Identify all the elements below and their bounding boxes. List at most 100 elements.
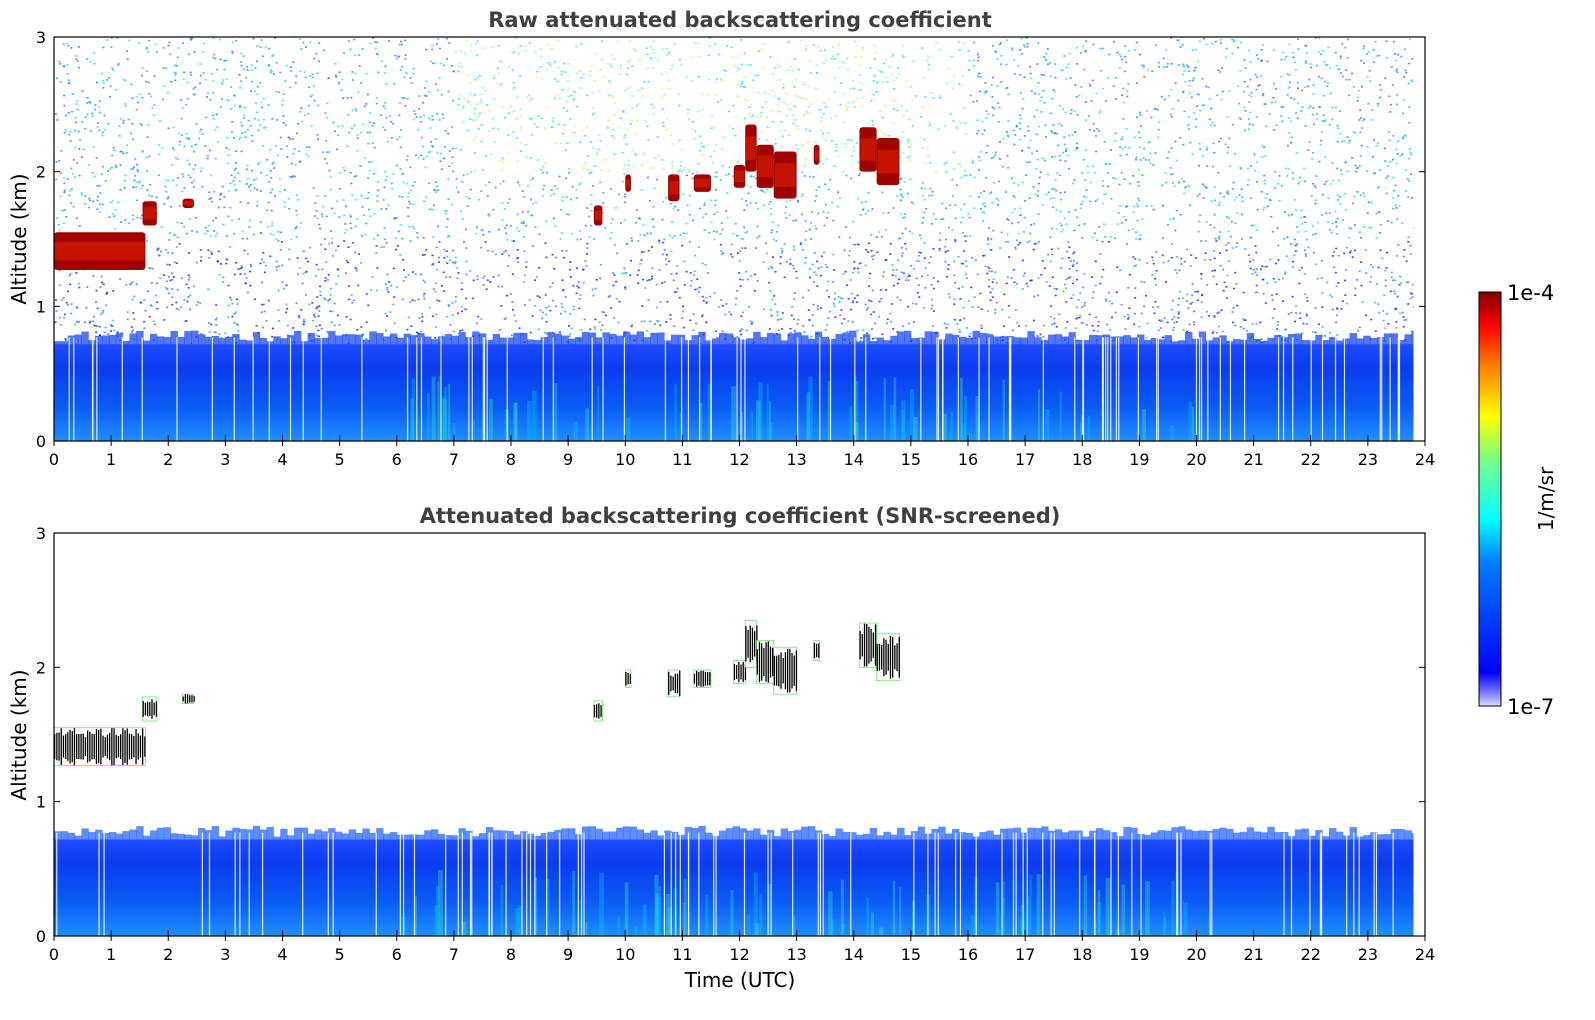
noise-speck: [487, 213, 490, 216]
noise-speck: [600, 329, 603, 331]
noise-speck: [127, 118, 130, 121]
noise-speck: [853, 243, 856, 246]
noise-speck: [166, 306, 169, 309]
noise-speck: [734, 303, 737, 306]
noise-speck: [1310, 194, 1313, 197]
noise-speck: [1072, 282, 1075, 285]
noise-speck: [355, 269, 358, 272]
noise-speck: [1409, 297, 1412, 300]
noise-speck: [879, 289, 882, 291]
noise-speck: [1013, 73, 1016, 75]
noise-speck: [813, 252, 816, 254]
noise-speck: [1261, 94, 1264, 97]
noise-speck: [654, 323, 657, 325]
noise-speck: [852, 220, 855, 223]
noise-speck: [642, 278, 645, 281]
noise-speck: [287, 197, 290, 200]
noise-speck: [565, 177, 568, 180]
noise-speck: [499, 60, 502, 63]
noise-speck: [661, 87, 664, 90]
noise-speck: [1071, 134, 1074, 136]
noise-speck: [448, 165, 451, 168]
noise-speck: [229, 182, 232, 185]
noise-speck: [145, 169, 148, 172]
noise-speck: [407, 200, 410, 203]
noise-speck: [924, 267, 927, 270]
noise-speck: [307, 86, 310, 89]
noise-speck: [646, 176, 649, 179]
noise-speck: [554, 256, 557, 259]
noise-speck: [1144, 294, 1147, 297]
noise-speck: [1298, 312, 1301, 315]
noise-speck: [419, 330, 422, 333]
noise-speck: [1006, 39, 1009, 41]
noise-speck: [770, 266, 773, 268]
noise-speck: [349, 222, 352, 225]
noise-speck: [268, 47, 271, 50]
noise-speck: [415, 331, 418, 334]
noise-speck: [1114, 76, 1117, 79]
noise-speck: [1222, 90, 1225, 93]
noise-speck: [404, 276, 407, 278]
noise-speck: [530, 97, 533, 100]
noise-speck: [262, 97, 265, 100]
noise-speck: [573, 100, 576, 102]
noise-speck: [579, 182, 582, 184]
noise-speck: [140, 187, 143, 190]
noise-speck: [690, 279, 693, 282]
noise-speck: [872, 311, 875, 313]
noise-speck: [701, 315, 704, 318]
noise-speck: [1402, 316, 1405, 318]
noise-speck: [193, 93, 196, 96]
noise-speck: [356, 150, 359, 152]
noise-speck: [578, 307, 581, 310]
noise-speck: [1234, 271, 1237, 274]
noise-speck: [1016, 322, 1019, 324]
noise-speck: [1385, 192, 1388, 195]
noise-speck: [963, 106, 966, 109]
noise-speck: [1226, 116, 1229, 118]
noise-speck: [981, 203, 984, 205]
noise-speck: [806, 110, 809, 113]
noise-speck: [1328, 212, 1331, 214]
noise-speck: [595, 52, 598, 55]
noise-speck: [1099, 110, 1102, 112]
noise-speck: [1371, 266, 1374, 269]
noise-speck: [598, 321, 601, 324]
noise-speck: [452, 261, 455, 264]
noise-speck: [731, 256, 734, 258]
noise-speck: [642, 224, 645, 227]
noise-speck: [1253, 153, 1256, 156]
noise-speck: [291, 138, 294, 140]
noise-speck: [1208, 314, 1211, 317]
noise-speck: [938, 247, 941, 250]
noise-speck: [136, 170, 139, 173]
noise-speck: [259, 262, 262, 265]
noise-speck: [58, 229, 61, 232]
noise-speck: [1119, 269, 1122, 272]
noise-speck: [325, 139, 328, 142]
noise-speck: [291, 176, 294, 179]
noise-speck: [652, 226, 655, 228]
noise-speck: [1213, 124, 1216, 127]
noise-speck: [731, 127, 734, 130]
noise-speck: [1023, 272, 1026, 275]
noise-speck: [1335, 321, 1338, 324]
noise-speck: [1398, 205, 1401, 207]
noise-speck: [64, 339, 67, 342]
noise-speck: [661, 96, 664, 99]
noise-speck: [833, 269, 836, 271]
noise-speck: [475, 136, 478, 138]
noise-speck: [370, 289, 373, 291]
noise-speck: [742, 311, 745, 314]
noise-speck: [561, 306, 564, 308]
noise-speck: [762, 261, 765, 264]
noise-speck: [856, 142, 859, 144]
noise-speck: [349, 215, 352, 218]
noise-speck: [701, 93, 704, 96]
noise-speck: [808, 175, 811, 178]
noise-speck: [1296, 102, 1299, 104]
noise-speck: [931, 190, 934, 193]
noise-speck: [708, 232, 711, 234]
noise-speck: [455, 178, 458, 180]
